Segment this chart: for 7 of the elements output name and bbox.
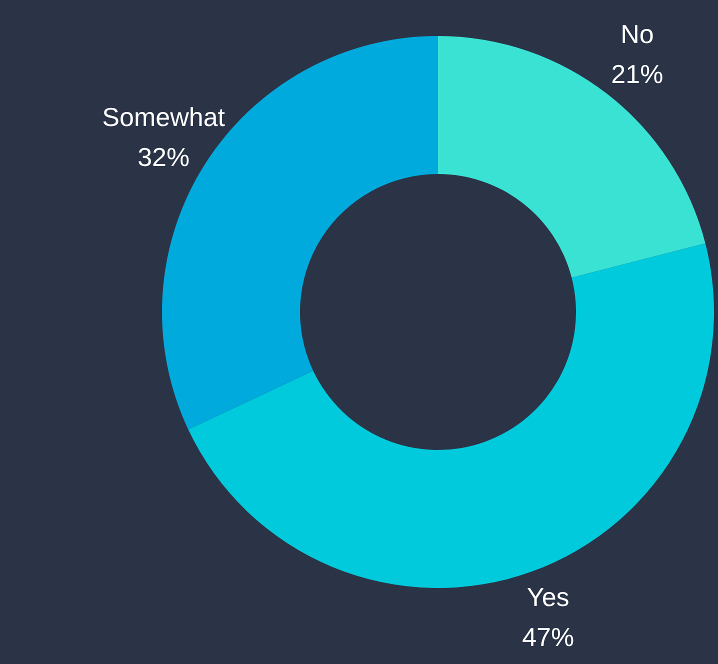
data-label: 47% (522, 622, 574, 652)
slice-label: No (620, 19, 654, 50)
donut-slice (188, 243, 714, 588)
data-label: 32% (138, 142, 190, 172)
data-label: 21% (611, 59, 664, 90)
slice-label: Yes (526, 582, 570, 612)
slice-label: Somewhat (102, 102, 226, 132)
